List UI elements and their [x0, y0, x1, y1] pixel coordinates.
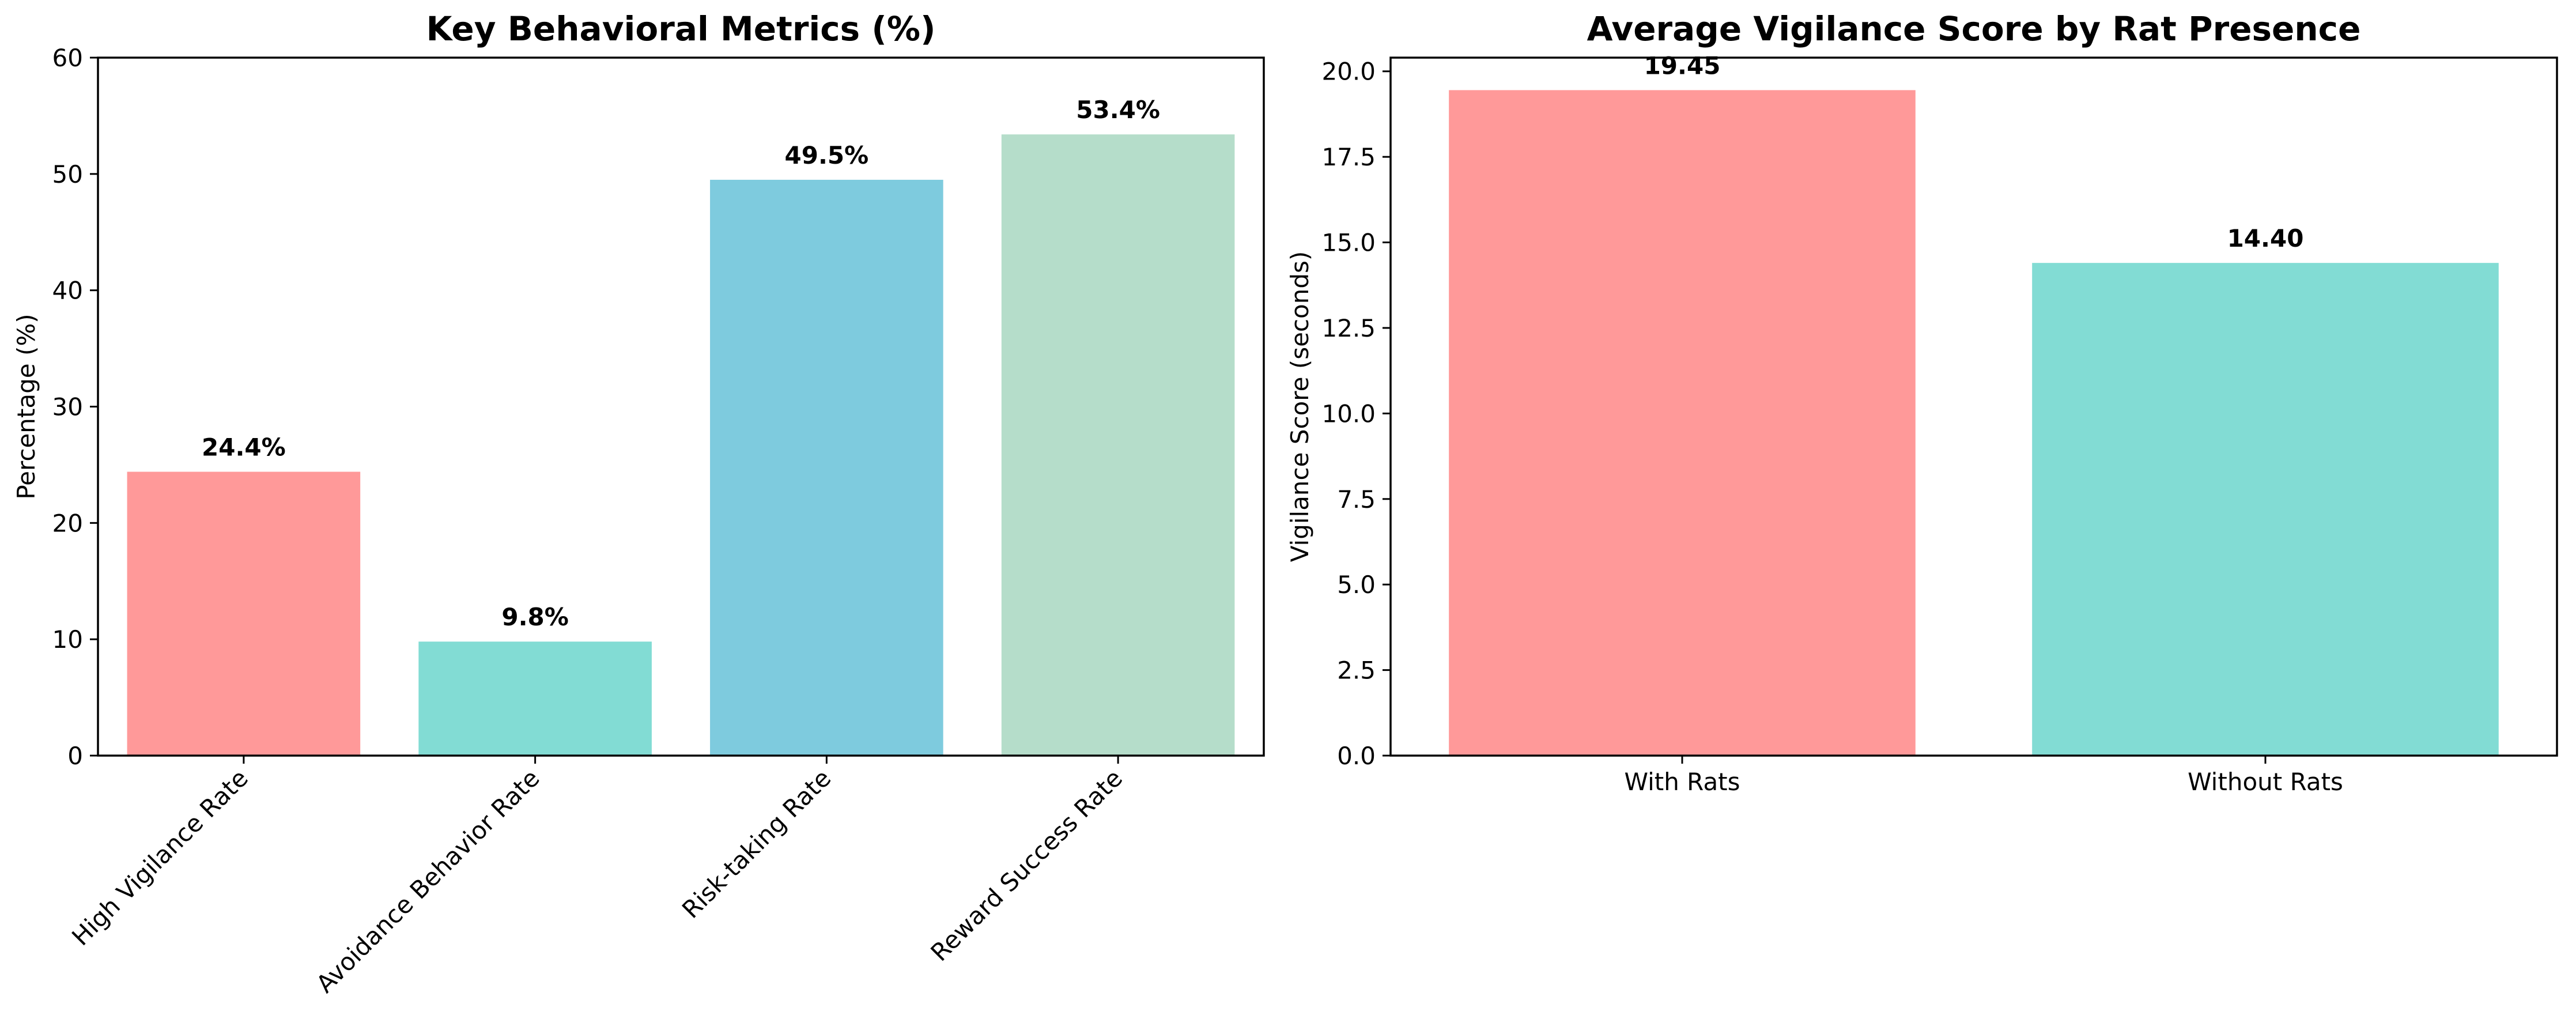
bar-avoidance-behavior-rate — [418, 641, 652, 756]
y-tick-label: 15.0 — [1321, 229, 1376, 257]
y-tick-label: 17.5 — [1321, 143, 1376, 171]
plot-frame — [1389, 56, 2558, 757]
chart-title: Key Behavioral Metrics (%) — [426, 9, 935, 48]
y-tick-label: 7.5 — [1337, 485, 1376, 514]
y-tick-label: 0.0 — [1337, 742, 1376, 770]
x-tick-label: Risk-taking Rate — [677, 764, 836, 923]
data-label: 24.4% — [202, 433, 286, 462]
x-tick-label: With Rats — [1624, 768, 1740, 796]
y-ticks: 0 10 20 30 40 50 60 — [52, 44, 98, 770]
y-ticks: 0.0 2.5 5.0 7.5 10.0 12.5 15.0 17.5 20.0 — [1321, 58, 1391, 770]
y-tick-label: 20.0 — [1321, 58, 1376, 86]
value-labels: 24.4% 9.8% 49.5% 53.4% — [202, 96, 1160, 631]
y-axis-label: Vigilance Score (seconds) — [1286, 251, 1314, 563]
chart-key-behavioral-metrics: Key Behavioral Metrics (%) Percentage (%… — [12, 9, 1265, 998]
bar-without-rats — [2032, 263, 2499, 756]
y-tick-label: 50 — [52, 160, 83, 188]
bar-reward-success-rate — [1001, 134, 1235, 756]
y-tick-label: 12.5 — [1321, 314, 1376, 342]
chart-title: Average Vigilance Score by Rat Presence — [1587, 9, 2361, 48]
value-labels: 19.45 14.40 — [1644, 51, 2304, 252]
y-tick-label: 10.0 — [1321, 399, 1376, 428]
x-ticks: With Rats Without Rats — [1624, 756, 2343, 796]
bars — [1449, 90, 2499, 756]
bar-high-vigilance-rate — [127, 471, 361, 756]
x-tick-label: High Vigilance Rate — [66, 764, 254, 951]
x-tick-label: Reward Success Rate — [925, 764, 1128, 967]
x-ticks: High Vigilance Rate Avoidance Behavior Ra… — [66, 756, 1128, 998]
y-tick-label: 20 — [52, 509, 83, 537]
x-tick-label: Avoidance Behavior Rate — [311, 764, 545, 998]
bar-with-rats — [1449, 90, 1916, 756]
y-tick-label: 10 — [52, 625, 83, 654]
data-label: 19.45 — [1644, 51, 1721, 80]
y-axis-label: Percentage (%) — [12, 314, 40, 499]
data-label: 53.4% — [1076, 96, 1160, 124]
x-tick-label: Without Rats — [2188, 768, 2343, 796]
bar-risk-taking-rate — [710, 179, 943, 756]
y-tick-label: 5.0 — [1337, 571, 1376, 599]
data-label: 9.8% — [501, 603, 568, 631]
y-tick-label: 40 — [52, 277, 83, 305]
data-label: 14.40 — [2227, 224, 2304, 252]
y-tick-label: 0 — [67, 742, 83, 770]
y-tick-label: 60 — [52, 44, 83, 72]
chart-average-vigilance-score: Average Vigilance Score by Rat Presence … — [1286, 9, 2558, 796]
data-label: 49.5% — [785, 141, 869, 169]
plot-frame — [97, 56, 1265, 757]
y-tick-label: 30 — [52, 393, 83, 421]
bars — [127, 134, 1235, 756]
y-tick-label: 2.5 — [1337, 656, 1376, 685]
